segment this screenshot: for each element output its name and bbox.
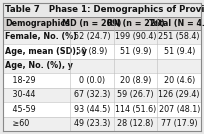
Text: 20 (4.6): 20 (4.6) xyxy=(164,76,195,85)
Bar xyxy=(3,59,201,73)
Text: Age, mean (SD), y: Age, mean (SD), y xyxy=(5,47,87,56)
Bar xyxy=(3,88,201,102)
Text: RN (n = 220): RN (n = 220) xyxy=(107,19,165,28)
Text: Female, No. (%): Female, No. (%) xyxy=(5,32,77,41)
Text: 93 (44.5): 93 (44.5) xyxy=(74,105,110,114)
Text: Total (N = 4…: Total (N = 4… xyxy=(149,19,204,28)
Text: 207 (48.1): 207 (48.1) xyxy=(159,105,200,114)
Text: 199 (90.4): 199 (90.4) xyxy=(115,32,156,41)
Text: MD (n = 209): MD (n = 209) xyxy=(62,19,122,28)
Text: 77 (17.9): 77 (17.9) xyxy=(161,119,197,128)
Text: 18-29: 18-29 xyxy=(5,76,36,85)
Bar xyxy=(3,3,201,17)
Text: 126 (29.4): 126 (29.4) xyxy=(159,90,200,99)
Text: 67 (32.3): 67 (32.3) xyxy=(74,90,110,99)
Text: 50 (8.9): 50 (8.9) xyxy=(76,47,108,56)
Text: 51 (9.4): 51 (9.4) xyxy=(164,47,195,56)
Text: 45-59: 45-59 xyxy=(5,105,36,114)
Text: 52 (24.7): 52 (24.7) xyxy=(74,32,110,41)
Bar xyxy=(3,73,201,88)
Text: Age, No. (%), y: Age, No. (%), y xyxy=(5,61,73,70)
Bar xyxy=(3,30,201,44)
Text: 30-44: 30-44 xyxy=(5,90,35,99)
Text: 0 (0.0): 0 (0.0) xyxy=(79,76,105,85)
Bar xyxy=(3,17,201,30)
Text: Table 7   Phase 1: Demographics of Provider National Surve: Table 7 Phase 1: Demographics of Provide… xyxy=(5,5,204,14)
Bar xyxy=(3,117,201,131)
Text: 20 (8.9): 20 (8.9) xyxy=(120,76,151,85)
Text: 51 (9.9): 51 (9.9) xyxy=(120,47,151,56)
Bar xyxy=(3,44,201,59)
Text: 251 (58.4): 251 (58.4) xyxy=(159,32,200,41)
Bar xyxy=(3,102,201,117)
Text: 49 (23.3): 49 (23.3) xyxy=(74,119,110,128)
Text: ≥60: ≥60 xyxy=(5,119,29,128)
Text: 114 (51.6): 114 (51.6) xyxy=(115,105,156,114)
Text: Demographics: Demographics xyxy=(5,19,70,28)
Text: 59 (26.7): 59 (26.7) xyxy=(117,90,154,99)
Text: 28 (12.8): 28 (12.8) xyxy=(118,119,154,128)
